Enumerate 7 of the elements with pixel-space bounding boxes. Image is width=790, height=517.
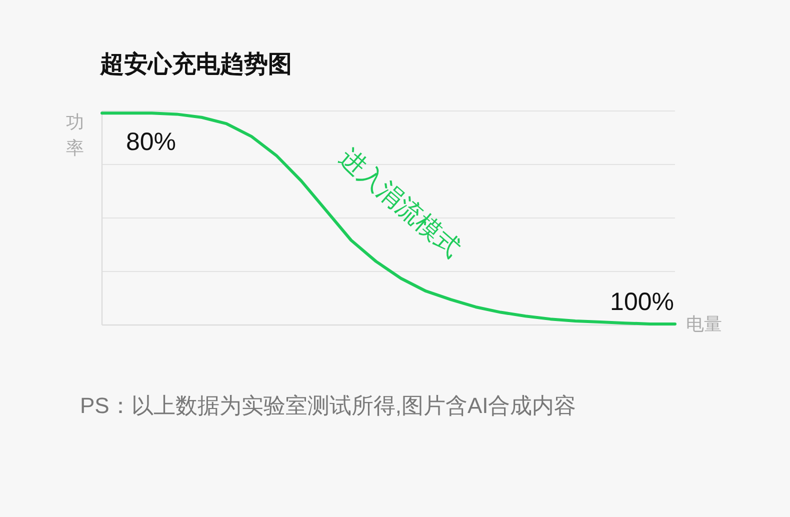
text: PS：以上数据为实验室测试所得,图片含AI合成内容 xyxy=(80,393,576,418)
annotation: 80% xyxy=(126,128,176,156)
x-axis-title: 电量 xyxy=(686,314,722,334)
annotation: 进入涓流模式 xyxy=(334,143,466,263)
y-axis-title: 功率 xyxy=(66,112,84,158)
chart-title: 超安心充电趋势图 xyxy=(99,51,292,78)
annotation: 100% xyxy=(610,288,674,316)
